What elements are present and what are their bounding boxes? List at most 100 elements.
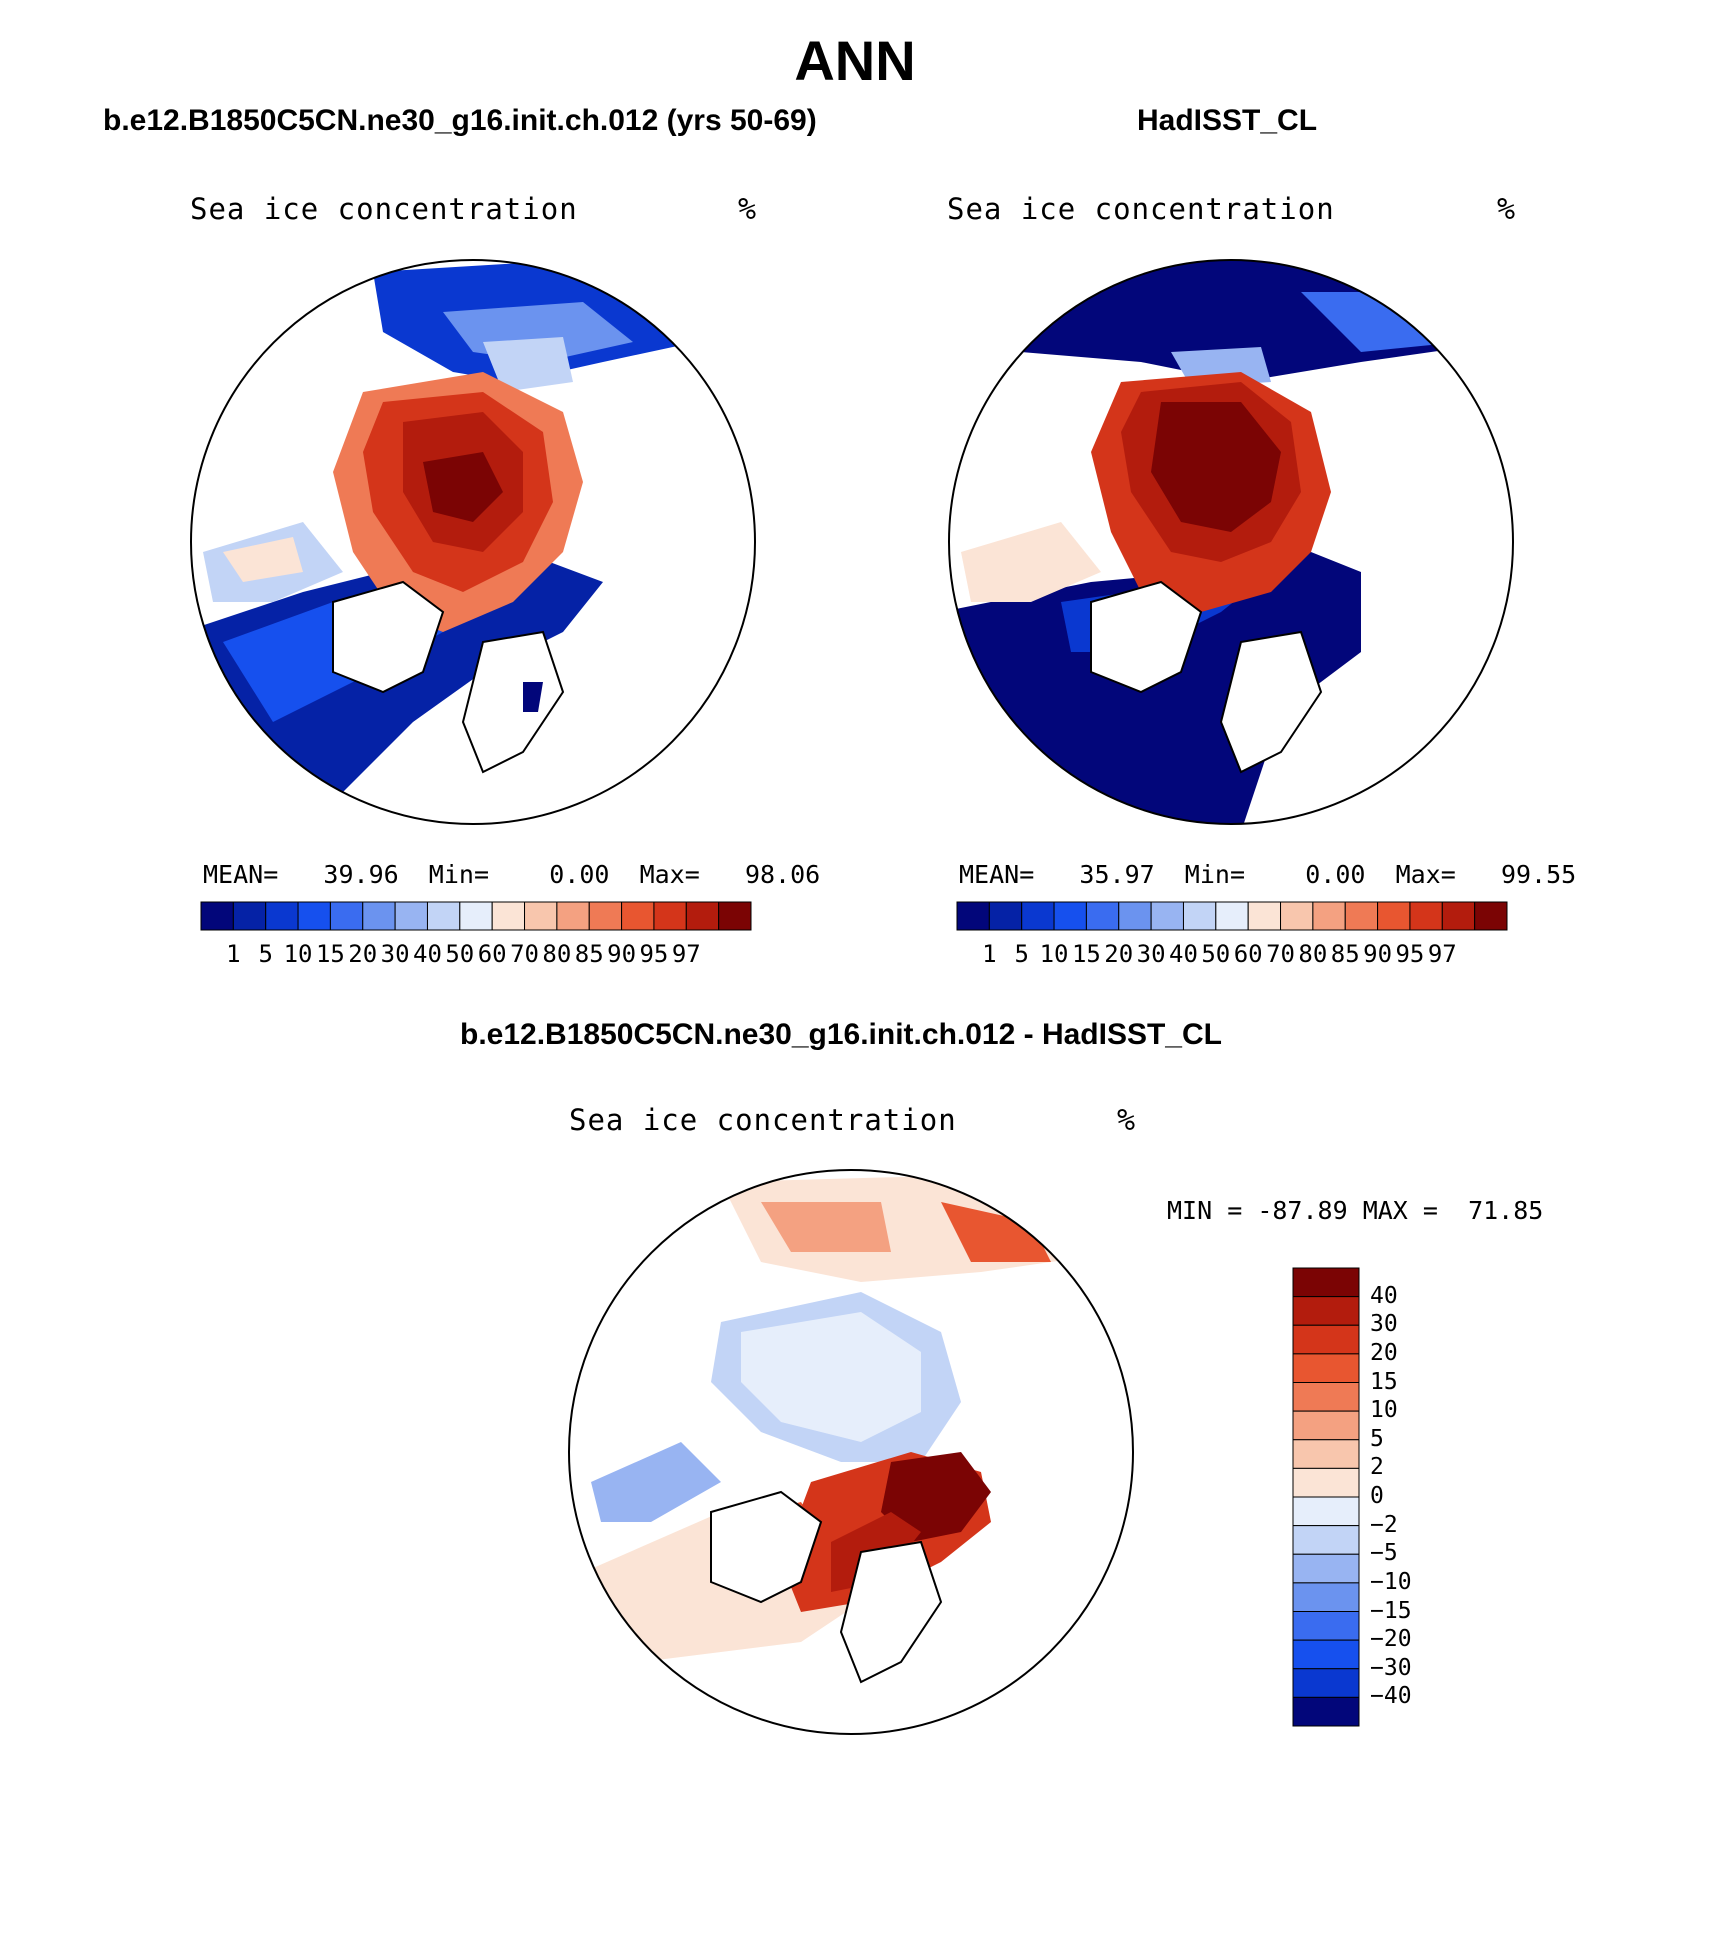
diff-colorbar-swatch [1292, 1353, 1360, 1383]
panel1-colorbar-swatch [459, 901, 493, 931]
panel2-units-label: % [1497, 192, 1516, 227]
diff-colorbar-swatch [1292, 1582, 1360, 1612]
diff-colorbar-tick-label: 15 [1370, 1368, 1398, 1395]
panel1-colorbar-swatch [329, 901, 364, 931]
diff-case-title: b.e12.B1850C5CN.ne30_g16.init.ch.012 - H… [460, 1018, 1222, 1051]
panel2-mean-label: MEAN= [959, 860, 1035, 889]
panel1-polar-map [190, 259, 756, 825]
panel1-colorbar-swatch [394, 901, 428, 931]
panel2-polar-map [948, 259, 1514, 825]
panel1-colorbar-swatch [588, 901, 623, 931]
diff-colorbar-swatch [1292, 1296, 1360, 1326]
panel2-case-title: HadISST_CL [1137, 104, 1318, 137]
panel2-colorbar-tick-label: 5 [1014, 940, 1029, 968]
panel1-colorbar-tick-label: 10 [283, 940, 313, 968]
panel2-colorbar-tick-label: 97 [1427, 940, 1457, 968]
panel1-stats: MEAN= 39.96 Min= 0.00 Max= 98.06 [203, 860, 820, 889]
panel2-colorbar-tick-label: 90 [1363, 940, 1393, 968]
diff-colorbar-tick-label: −15 [1370, 1597, 1412, 1624]
panel1-colorbar-tick-label: 1 [226, 940, 241, 968]
panel1-case-title: b.e12.B1850C5CN.ne30_g16.init.ch.012 (yr… [103, 104, 817, 137]
diff-colorbar-swatch [1292, 1553, 1360, 1584]
panel1-max-value: 98.06 [744, 860, 821, 889]
panel2-colorbar-tick-label: 60 [1233, 940, 1263, 968]
diff-max-label: MAX = [1362, 1196, 1438, 1225]
panel2-min-label: Min= [1184, 860, 1246, 889]
panel1-colorbar-tick-label: 85 [574, 940, 604, 968]
panel1-colorbar-tick-label: 80 [542, 940, 572, 968]
panel1-colorbar-swatch [685, 901, 720, 931]
diff-colorbar-swatch [1292, 1525, 1360, 1555]
panel2-colorbar-swatch [1280, 901, 1314, 931]
panel1-colorbar-tick-label: 50 [445, 940, 475, 968]
diff-colorbar-swatch [1292, 1639, 1360, 1670]
panel1-colorbar-tick-label: 15 [315, 940, 345, 968]
panel2-colorbar [956, 901, 1508, 931]
diff-colorbar-swatch [1292, 1467, 1360, 1498]
diff-units-label: % [1117, 1103, 1136, 1138]
panel1-units-label: % [738, 192, 757, 227]
panel2-colorbar-tick-label: 30 [1136, 940, 1166, 968]
panel1-colorbar-swatch [265, 901, 299, 931]
panel1-mean-value: 39.96 [323, 860, 399, 889]
diff-colorbar-labels: 40 30 20 15 10 5 2 0 −2 −5 −10 −15 −20 −30 −40 [1370, 1268, 1490, 1728]
panel2-max-value: 99.55 [1500, 860, 1577, 889]
diff-variable-label: Sea ice concentration [569, 1103, 957, 1137]
diff-min-value: -87.89 [1257, 1196, 1348, 1225]
panel1-colorbar-tick-label: 30 [380, 940, 410, 968]
diff-colorbar-tick-label: −5 [1370, 1540, 1398, 1567]
panel1-min-label: Min= [428, 860, 490, 889]
diff-colorbar-swatch [1292, 1496, 1360, 1527]
diff-colorbar-tick-label: −30 [1370, 1654, 1412, 1681]
diff-colorbar-tick-label: −20 [1370, 1626, 1412, 1653]
diff-colorbar-tick-label: −10 [1370, 1568, 1412, 1595]
panel2-colorbar-tick-label: 10 [1039, 940, 1069, 968]
panel2-colorbar-tick-label: 50 [1201, 940, 1231, 968]
panel1-variable-label: Sea ice concentration [190, 192, 578, 226]
panel2-colorbar-tick-label: 40 [1169, 940, 1198, 968]
panel2-colorbar-swatch [1409, 901, 1443, 931]
page-title: ANN [794, 29, 916, 92]
diff-colorbar-swatch [1292, 1696, 1360, 1727]
panel2-colorbar-swatch [1085, 901, 1120, 931]
diff-colorbar-tick-label: −2 [1370, 1511, 1398, 1538]
panel2-colorbar-tick-label: 95 [1395, 940, 1425, 968]
panel1-colorbar-swatch [491, 901, 526, 931]
panel1-colorbar-tick-label: 60 [477, 940, 507, 968]
diff-colorbar-tick-label: 20 [1370, 1339, 1398, 1366]
diff-colorbar-tick-label: 5 [1370, 1425, 1384, 1452]
panel2-colorbar-tick-label: 1 [982, 940, 997, 968]
panel2-colorbar-swatch [1247, 901, 1282, 931]
panel2-colorbar-swatch [988, 901, 1023, 931]
panel2-colorbar-tick-label: 20 [1104, 940, 1134, 968]
panel2-colorbar-swatch [1150, 901, 1184, 931]
panel2-colorbar-swatch [1344, 901, 1379, 931]
diff-polar-map [568, 1169, 1134, 1735]
panel2-colorbar-swatch [1377, 901, 1411, 931]
panel1-colorbar-swatch [200, 901, 234, 931]
panel2-colorbar-swatch [1118, 901, 1152, 931]
diff-colorbar [1292, 1267, 1360, 1727]
panel2-colorbar-swatch [1053, 901, 1087, 931]
panel1-colorbar-tick-label: 95 [639, 940, 669, 968]
panel2-stats: MEAN= 35.97 Min= 0.00 Max= 99.55 [959, 860, 1576, 889]
panel2-colorbar-tick-label: 85 [1330, 940, 1360, 968]
diff-colorbar-tick-label: 0 [1370, 1483, 1384, 1509]
diff-stats: MIN = -87.89 MAX = 71.85 [1167, 1196, 1543, 1225]
panel2-max-label: Max= [1395, 860, 1456, 889]
panel2-colorbar-tick-label: 15 [1071, 940, 1101, 968]
diff-colorbar-tick-label: −40 [1370, 1683, 1412, 1710]
panel1-colorbar-swatch [426, 901, 461, 931]
diff-colorbar-tick-label: 40 [1370, 1282, 1398, 1309]
panel1-colorbar-swatch [232, 901, 267, 931]
diff-colorbar-swatch [1292, 1324, 1360, 1355]
panel1-max-label: Max= [639, 860, 700, 889]
panel1-colorbar-tick-label: 20 [348, 940, 378, 968]
diff-colorbar-swatch [1292, 1611, 1360, 1641]
panel1-colorbar-tick-label: 90 [607, 940, 637, 968]
diff-colorbar-tick-label: 30 [1370, 1311, 1398, 1338]
panel2-colorbar-swatch [956, 901, 990, 931]
diff-min-label: MIN = [1167, 1196, 1243, 1225]
panel2-min-value: 0.00 [1305, 860, 1366, 889]
panel2-variable-label: Sea ice concentration [947, 192, 1335, 226]
